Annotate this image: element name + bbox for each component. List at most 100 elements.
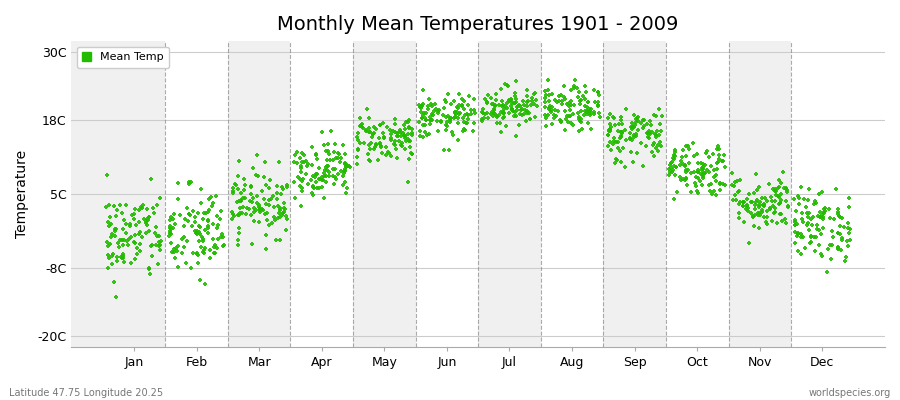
Point	[505, 100, 519, 106]
Point	[813, 214, 827, 220]
Point	[842, 224, 856, 231]
Point	[832, 230, 847, 237]
Point	[806, 234, 821, 240]
Point	[712, 146, 726, 152]
Point	[320, 140, 335, 147]
Point	[735, 202, 750, 209]
Point	[229, 182, 243, 188]
Point	[423, 117, 437, 124]
Point	[636, 124, 651, 131]
Point	[356, 123, 370, 130]
Point	[277, 209, 292, 215]
Point	[515, 106, 529, 112]
Point	[798, 245, 813, 251]
Point	[316, 176, 330, 183]
Point	[757, 202, 771, 208]
Point	[232, 198, 247, 204]
Point	[456, 118, 471, 125]
Point	[462, 93, 476, 99]
Point	[197, 210, 211, 216]
Point	[669, 149, 683, 155]
Point	[516, 98, 530, 104]
Point	[772, 177, 787, 184]
Point	[667, 163, 681, 170]
Point	[526, 90, 541, 97]
Point	[424, 117, 438, 124]
Point	[591, 89, 606, 96]
Point	[763, 206, 778, 212]
Point	[676, 147, 690, 153]
Point	[628, 119, 643, 125]
Point	[373, 121, 387, 128]
Point	[755, 207, 770, 214]
Point	[812, 226, 826, 233]
Point	[675, 161, 689, 168]
Point	[144, 176, 158, 182]
Point	[187, 214, 202, 221]
Point	[813, 209, 827, 215]
Point	[295, 185, 310, 192]
Point	[729, 197, 743, 203]
Point	[508, 112, 523, 119]
Point	[198, 210, 212, 216]
Point	[776, 168, 790, 175]
Point	[424, 101, 438, 107]
Point	[768, 188, 782, 194]
Point	[604, 124, 618, 130]
Point	[295, 159, 310, 166]
Point	[375, 150, 390, 156]
Point	[699, 148, 714, 154]
Point	[336, 181, 350, 188]
Point	[362, 157, 376, 164]
Point	[512, 103, 526, 109]
Point	[384, 153, 399, 160]
Point	[747, 223, 761, 229]
Point	[193, 277, 207, 283]
Bar	[666, 41, 728, 347]
Point	[494, 108, 508, 115]
Point	[816, 206, 831, 212]
Point	[527, 114, 542, 120]
Point	[587, 109, 601, 116]
Point	[554, 92, 568, 98]
Point	[643, 118, 657, 124]
Point	[112, 244, 126, 250]
Point	[644, 128, 659, 135]
Point	[448, 110, 463, 116]
Point	[119, 221, 133, 227]
Point	[212, 236, 226, 242]
Point	[418, 116, 433, 123]
Point	[319, 167, 333, 173]
Point	[430, 118, 445, 124]
Point	[799, 204, 814, 211]
Point	[832, 206, 846, 212]
Point	[120, 238, 134, 244]
Point	[487, 109, 501, 116]
Point	[696, 175, 710, 181]
Point	[725, 182, 740, 188]
Point	[392, 129, 407, 135]
Point	[340, 163, 355, 169]
Point	[394, 140, 409, 146]
Point	[454, 95, 469, 102]
Point	[148, 224, 163, 230]
Point	[623, 136, 637, 142]
Point	[616, 120, 630, 127]
Point	[271, 202, 285, 209]
Point	[464, 110, 479, 117]
Point	[142, 214, 157, 220]
Point	[790, 248, 805, 254]
Point	[306, 173, 320, 179]
Point	[374, 143, 388, 149]
Point	[106, 279, 121, 286]
Point	[320, 173, 334, 179]
Point	[431, 110, 446, 116]
Point	[314, 174, 328, 180]
Point	[590, 102, 605, 108]
Point	[288, 152, 302, 158]
Point	[602, 127, 616, 134]
Point	[164, 231, 178, 237]
Point	[712, 155, 726, 162]
Point	[649, 134, 663, 140]
Point	[404, 130, 419, 137]
